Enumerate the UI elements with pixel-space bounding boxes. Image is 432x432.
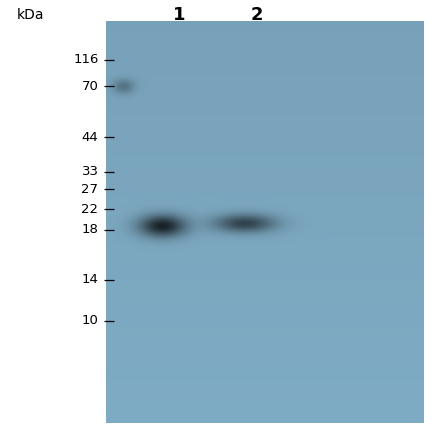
Text: 116: 116 bbox=[73, 53, 98, 66]
Text: 27: 27 bbox=[82, 183, 98, 196]
Text: 33: 33 bbox=[82, 165, 98, 178]
Text: 10: 10 bbox=[82, 314, 98, 327]
Text: 22: 22 bbox=[82, 203, 98, 216]
Text: 2: 2 bbox=[251, 6, 263, 24]
Text: kDa: kDa bbox=[16, 8, 44, 22]
Text: 1: 1 bbox=[173, 6, 185, 24]
Text: 44: 44 bbox=[82, 131, 98, 144]
Text: 14: 14 bbox=[82, 273, 98, 286]
Text: 70: 70 bbox=[82, 80, 98, 93]
Text: 18: 18 bbox=[82, 223, 98, 236]
